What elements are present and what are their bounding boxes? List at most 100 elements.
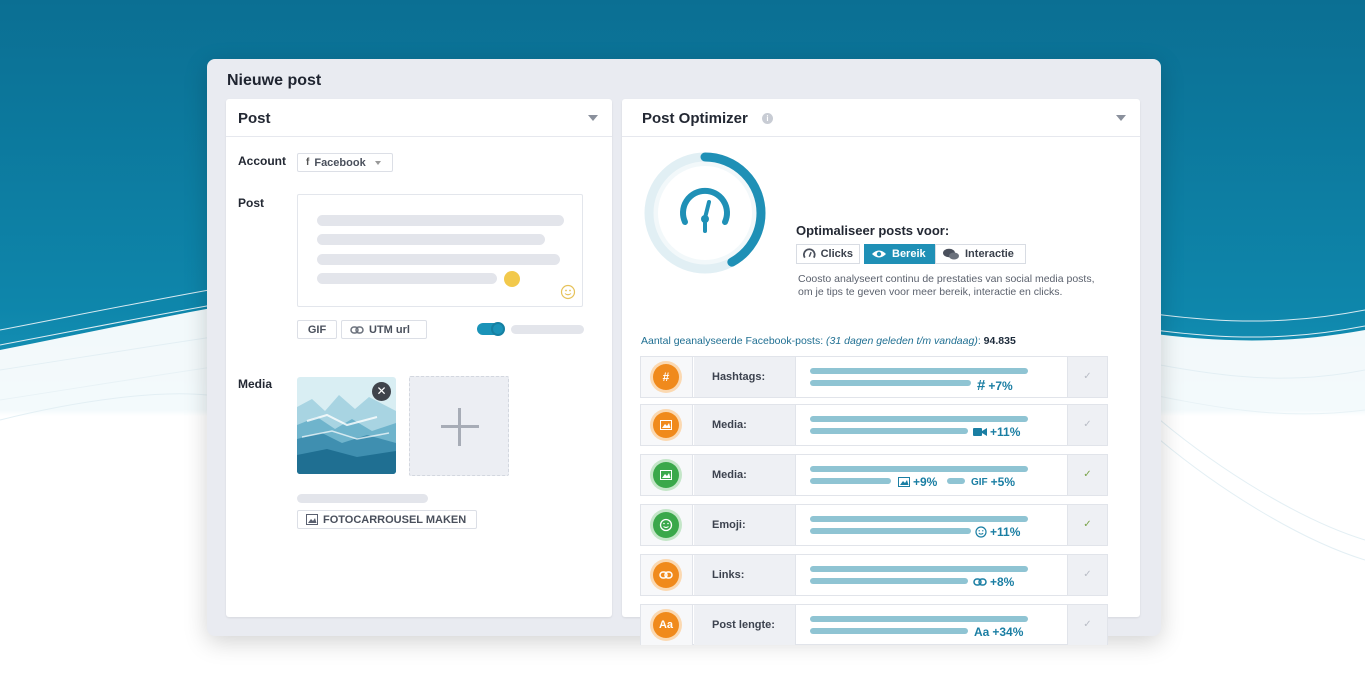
result-bar: [810, 428, 968, 434]
account-select-value: Facebook: [314, 156, 366, 169]
utm-url-label: UTM url: [369, 323, 410, 336]
shorten-toggle[interactable]: [477, 322, 505, 336]
result-bar: [810, 578, 968, 584]
post-panel: Post Account f Facebook Post GIF: [226, 99, 612, 617]
gif-button-label: GIF: [307, 323, 327, 336]
photo-carousel-label: FOTOCARROUSEL MAKEN: [323, 513, 467, 526]
row-value: +8%: [973, 575, 1014, 589]
optimizer-panel-title: Post Optimizer: [642, 110, 748, 127]
collapse-caret-icon[interactable]: [1116, 115, 1126, 121]
row-value: +11%: [975, 525, 1020, 539]
optimizer-row-hashtags: # Hashtags: # +7% ✓: [640, 356, 1108, 398]
image-icon: [653, 462, 679, 488]
info-icon[interactable]: i: [762, 113, 773, 124]
segment-interactie-label: Interactie: [965, 248, 1014, 260]
row-icon-cell: [641, 405, 693, 445]
benchmark-bar: [810, 416, 1028, 422]
gauge-icon: [803, 248, 816, 259]
row-label: Media:: [712, 419, 747, 431]
segment-bereik[interactable]: Bereik: [864, 244, 935, 264]
gif-button[interactable]: GIF: [297, 320, 337, 339]
row-check[interactable]: ✓: [1067, 455, 1107, 495]
facebook-icon: f: [306, 157, 310, 168]
row-label-cell: Emoji:: [694, 505, 796, 545]
link-icon: [350, 325, 364, 334]
image-icon: [898, 477, 910, 487]
optimize-heading: Optimaliseer posts voor:: [796, 223, 950, 238]
post-panel-header[interactable]: Post: [226, 99, 612, 137]
benchmark-bar: [810, 368, 1028, 374]
window-title: Nieuwe post: [227, 72, 322, 89]
remove-media-button[interactable]: ✕: [372, 382, 391, 401]
image-icon: [653, 412, 679, 438]
segment-clicks[interactable]: Clicks: [796, 244, 860, 264]
row-label-cell: Media:: [694, 405, 796, 445]
segment-clicks-label: Clicks: [820, 248, 853, 260]
row-label: Post lengte:: [712, 619, 775, 631]
row-value: +11%: [973, 425, 1020, 439]
row-label-cell: Links:: [694, 555, 796, 595]
row-icon-cell: #: [641, 357, 693, 397]
row-check[interactable]: ✓: [1067, 357, 1107, 397]
result-bar: [810, 380, 971, 386]
optimizer-gauge: [644, 152, 766, 274]
row-label-cell: Media:: [694, 455, 796, 495]
row-check[interactable]: ✓: [1067, 605, 1107, 645]
plus-icon-vertical: [458, 408, 461, 446]
post-label: Post: [238, 196, 265, 210]
segment-bereik-label: Bereik: [892, 248, 926, 260]
row-icon-cell: Aa: [641, 605, 693, 645]
row-label: Media:: [712, 469, 747, 481]
chat-icon: [943, 248, 959, 260]
toggle-label-placeholder: [511, 325, 584, 334]
row-label: Hashtags:: [712, 371, 766, 383]
link-icon: [973, 578, 987, 586]
row-value: Aa +34%: [974, 625, 1024, 639]
row-value-gif: GIF +5%: [971, 475, 1016, 489]
eye-icon: [872, 250, 886, 258]
add-media-button[interactable]: [409, 376, 509, 476]
toggle-knob: [491, 322, 505, 336]
optimizer-description: Coosto analyseert continu de prestaties …: [798, 273, 1095, 298]
row-icon-cell: [641, 455, 693, 495]
row-value: # +7%: [977, 377, 1013, 394]
row-icon-cell: [641, 505, 693, 545]
row-label: Emoji:: [712, 519, 746, 531]
result-bar: [810, 528, 971, 534]
optimizer-row-media-image: Media: +9% GIF +5% ✓: [640, 454, 1108, 496]
row-value: +9%: [898, 475, 937, 489]
smiley-icon: [975, 526, 987, 538]
post-panel-title: Post: [238, 110, 271, 127]
photo-carousel-button[interactable]: FOTOCARROUSEL MAKEN: [297, 510, 477, 529]
result-bar: [810, 628, 968, 634]
row-check[interactable]: ✓: [1067, 405, 1107, 445]
utm-url-button[interactable]: UTM url: [341, 320, 427, 339]
optimizer-row-emoji: Emoji: +11% ✓: [640, 504, 1108, 546]
text-placeholder-line: [317, 215, 564, 226]
optimizer-row-links: Links: +8% ✓: [640, 554, 1108, 596]
row-check[interactable]: ✓: [1067, 555, 1107, 595]
hashtag-icon: #: [653, 364, 679, 390]
account-label: Account: [238, 154, 286, 168]
link-icon: [653, 562, 679, 588]
chevron-down-icon: [374, 160, 381, 165]
post-text-input[interactable]: [297, 194, 583, 307]
text-icon: Aa: [653, 612, 679, 638]
text-placeholder-line: [317, 254, 560, 265]
video-icon: [973, 428, 987, 436]
row-check[interactable]: ✓: [1067, 505, 1107, 545]
media-thumbnail[interactable]: ✕: [297, 377, 396, 474]
benchmark-bar: [810, 516, 1028, 522]
media-label: Media: [238, 377, 273, 391]
result-bar-gif: [947, 478, 965, 484]
optimizer-row-post-length: Aa Post lengte: Aa +34% ✓: [640, 604, 1108, 645]
smiley-icon[interactable]: [560, 284, 576, 300]
segment-interactie[interactable]: Interactie: [935, 244, 1026, 264]
row-label-cell: Hashtags:: [694, 357, 796, 397]
benchmark-bar: [810, 566, 1028, 572]
optimizer-panel-header[interactable]: Post Optimizer i: [622, 99, 1140, 137]
result-bar: [810, 478, 891, 484]
benchmark-bar: [810, 616, 1028, 622]
account-select[interactable]: f Facebook: [297, 153, 393, 172]
collapse-caret-icon[interactable]: [588, 115, 598, 121]
